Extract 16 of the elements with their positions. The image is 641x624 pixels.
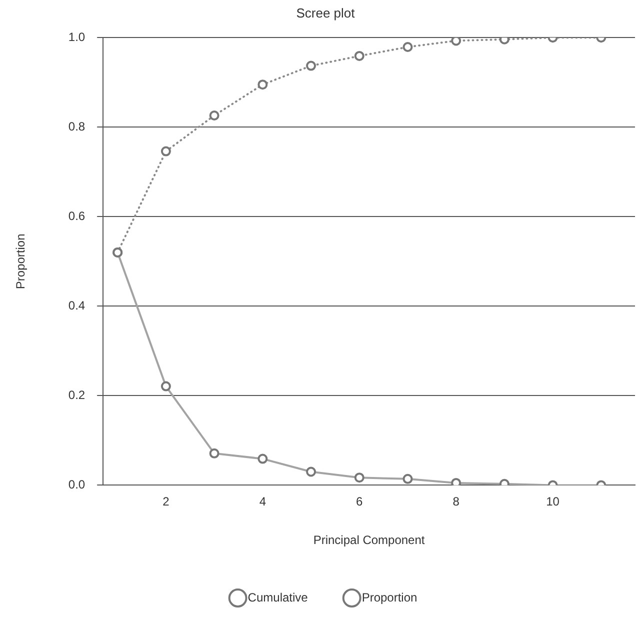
y-tick-label: 0.0 [68,478,86,492]
y-tick-label: 0.6 [68,208,86,223]
x-tick-label: 8 [452,494,460,509]
y-tick-label: 0.2 [68,388,86,402]
legend-label: Proportion [362,590,418,604]
x-tick-label: 4 [259,494,266,509]
y-tick-label: 0.4 [68,298,86,312]
x-axis-title: Principal Component [313,533,426,548]
chart-title: Scree plot [296,5,356,20]
x-tick-label: 2 [162,494,170,509]
x-tick-label: 6 [356,494,364,509]
y-axis-title: Proportion [14,234,28,290]
y-tick-label: 0.8 [68,119,86,134]
x-tick-label: 10 [546,494,560,509]
y-tick-label: 1.0 [68,30,86,44]
legend-label: Cumulative [248,590,308,604]
